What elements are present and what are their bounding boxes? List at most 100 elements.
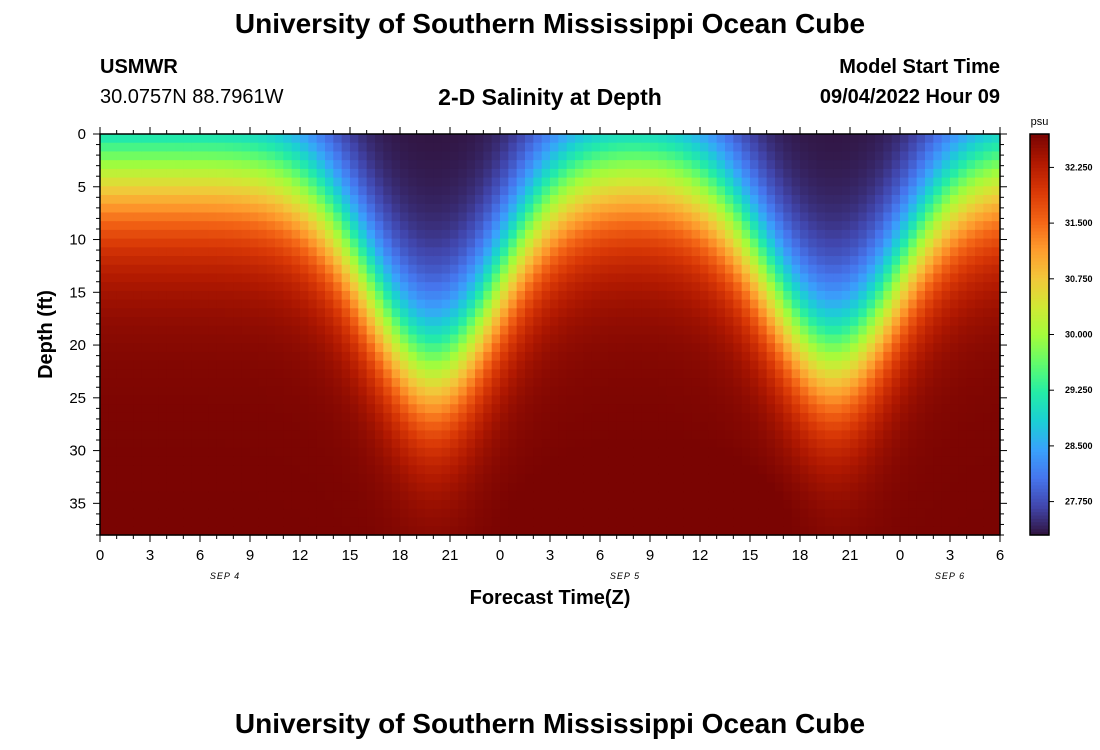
heatmap-cell	[625, 229, 634, 240]
heatmap-cell	[541, 386, 551, 397]
heatmap-cell	[950, 186, 959, 196]
heatmap-cell	[900, 247, 909, 257]
heatmap-cell	[200, 299, 209, 309]
heatmap-cell	[350, 256, 359, 266]
heatmap-cell	[600, 247, 609, 257]
heatmap-cell	[758, 465, 768, 475]
heatmap-cell	[858, 482, 868, 493]
heatmap-cell	[350, 317, 359, 327]
heatmap-cell	[958, 317, 968, 327]
heatmap-cell	[925, 395, 934, 405]
heatmap-cell	[450, 404, 459, 414]
heatmap-cell	[900, 299, 909, 309]
heatmap-cell	[333, 229, 343, 240]
heatmap-cell	[166, 491, 176, 501]
heatmap-cell	[641, 290, 651, 301]
heatmap-cell	[766, 351, 776, 362]
heatmap-cell	[175, 317, 184, 327]
heatmap-cell	[616, 430, 626, 440]
heatmap-cell	[383, 151, 393, 161]
heatmap-cell	[975, 526, 984, 536]
heatmap-cell	[966, 491, 976, 501]
heatmap-cell	[700, 273, 709, 283]
heatmap-cell	[483, 334, 493, 344]
heatmap-cell	[791, 404, 801, 414]
heatmap-cell	[158, 360, 168, 370]
heatmap-cell	[825, 360, 834, 370]
heatmap-cell	[275, 317, 284, 327]
heatmap-cell	[983, 473, 993, 484]
heatmap-cell	[158, 264, 168, 275]
heatmap-cell	[875, 195, 884, 205]
heatmap-cell	[191, 203, 201, 214]
heatmap-cell	[866, 517, 876, 527]
heatmap-cell	[558, 142, 568, 153]
heatmap-cell	[733, 195, 743, 205]
heatmap-cell	[641, 317, 651, 327]
heatmap-cell	[775, 134, 784, 144]
heatmap-cell	[291, 212, 301, 222]
heatmap-cell	[158, 343, 168, 353]
heatmap-cell	[258, 168, 268, 179]
heatmap-cell	[141, 386, 151, 397]
heatmap-cell	[991, 203, 1001, 214]
heatmap-cell	[783, 378, 793, 388]
heatmap-cell	[741, 526, 751, 536]
heatmap-cell	[250, 308, 259, 318]
heatmap-cell	[708, 447, 718, 458]
heatmap-cell	[316, 421, 326, 431]
heatmap-cell	[300, 247, 309, 257]
heatmap-cell	[566, 160, 576, 170]
heatmap-cell	[416, 473, 426, 484]
heatmap-cell	[466, 195, 476, 205]
heatmap-cell	[275, 142, 284, 153]
heatmap-cell	[333, 404, 343, 414]
heatmap-cell	[375, 273, 384, 283]
heatmap-cell	[616, 308, 626, 318]
heatmap-cell	[466, 212, 476, 222]
heatmap-cell	[841, 360, 851, 370]
heatmap-cell	[658, 395, 668, 405]
heatmap-cell	[425, 395, 434, 405]
heatmap-cell	[491, 360, 501, 370]
heatmap-cell	[866, 317, 876, 327]
heatmap-cell	[241, 517, 251, 527]
heatmap-cell	[291, 360, 301, 370]
heatmap-cell	[441, 421, 451, 431]
heatmap-cell	[108, 343, 118, 353]
heatmap-cell	[391, 491, 401, 501]
heatmap-cell	[358, 221, 368, 231]
heatmap-cell	[733, 447, 743, 458]
heatmap-cell	[291, 186, 301, 196]
heatmap-cell	[733, 404, 743, 414]
heatmap-cell	[125, 465, 134, 475]
heatmap-cell	[350, 456, 359, 466]
heatmap-cell	[633, 177, 643, 187]
heatmap-cell	[950, 273, 959, 283]
heatmap-cell	[850, 177, 859, 187]
heatmap-cell	[700, 238, 709, 248]
heatmap-cell	[500, 430, 509, 440]
heatmap-cell	[866, 343, 876, 353]
heatmap-cell	[275, 378, 284, 388]
heatmap-cell	[358, 500, 368, 510]
heatmap-cell	[300, 447, 309, 458]
heatmap-cell	[425, 203, 434, 214]
heatmap-cell	[458, 160, 468, 170]
heatmap-cell	[900, 395, 909, 405]
heatmap-cell	[200, 290, 209, 301]
heatmap-cell	[908, 456, 918, 466]
heatmap-cell	[133, 160, 143, 170]
heatmap-cell	[300, 386, 309, 397]
heatmap-cell	[241, 473, 251, 484]
heatmap-cell	[683, 343, 693, 353]
heatmap-cell	[733, 456, 743, 466]
heatmap-cell	[425, 386, 434, 397]
heatmap-cell	[908, 421, 918, 431]
heatmap-cell	[341, 360, 351, 370]
heatmap-cell	[616, 247, 626, 257]
heatmap-cell	[916, 229, 926, 240]
heatmap-cell	[216, 430, 226, 440]
heatmap-cell	[316, 195, 326, 205]
heatmap-cell	[933, 299, 943, 309]
